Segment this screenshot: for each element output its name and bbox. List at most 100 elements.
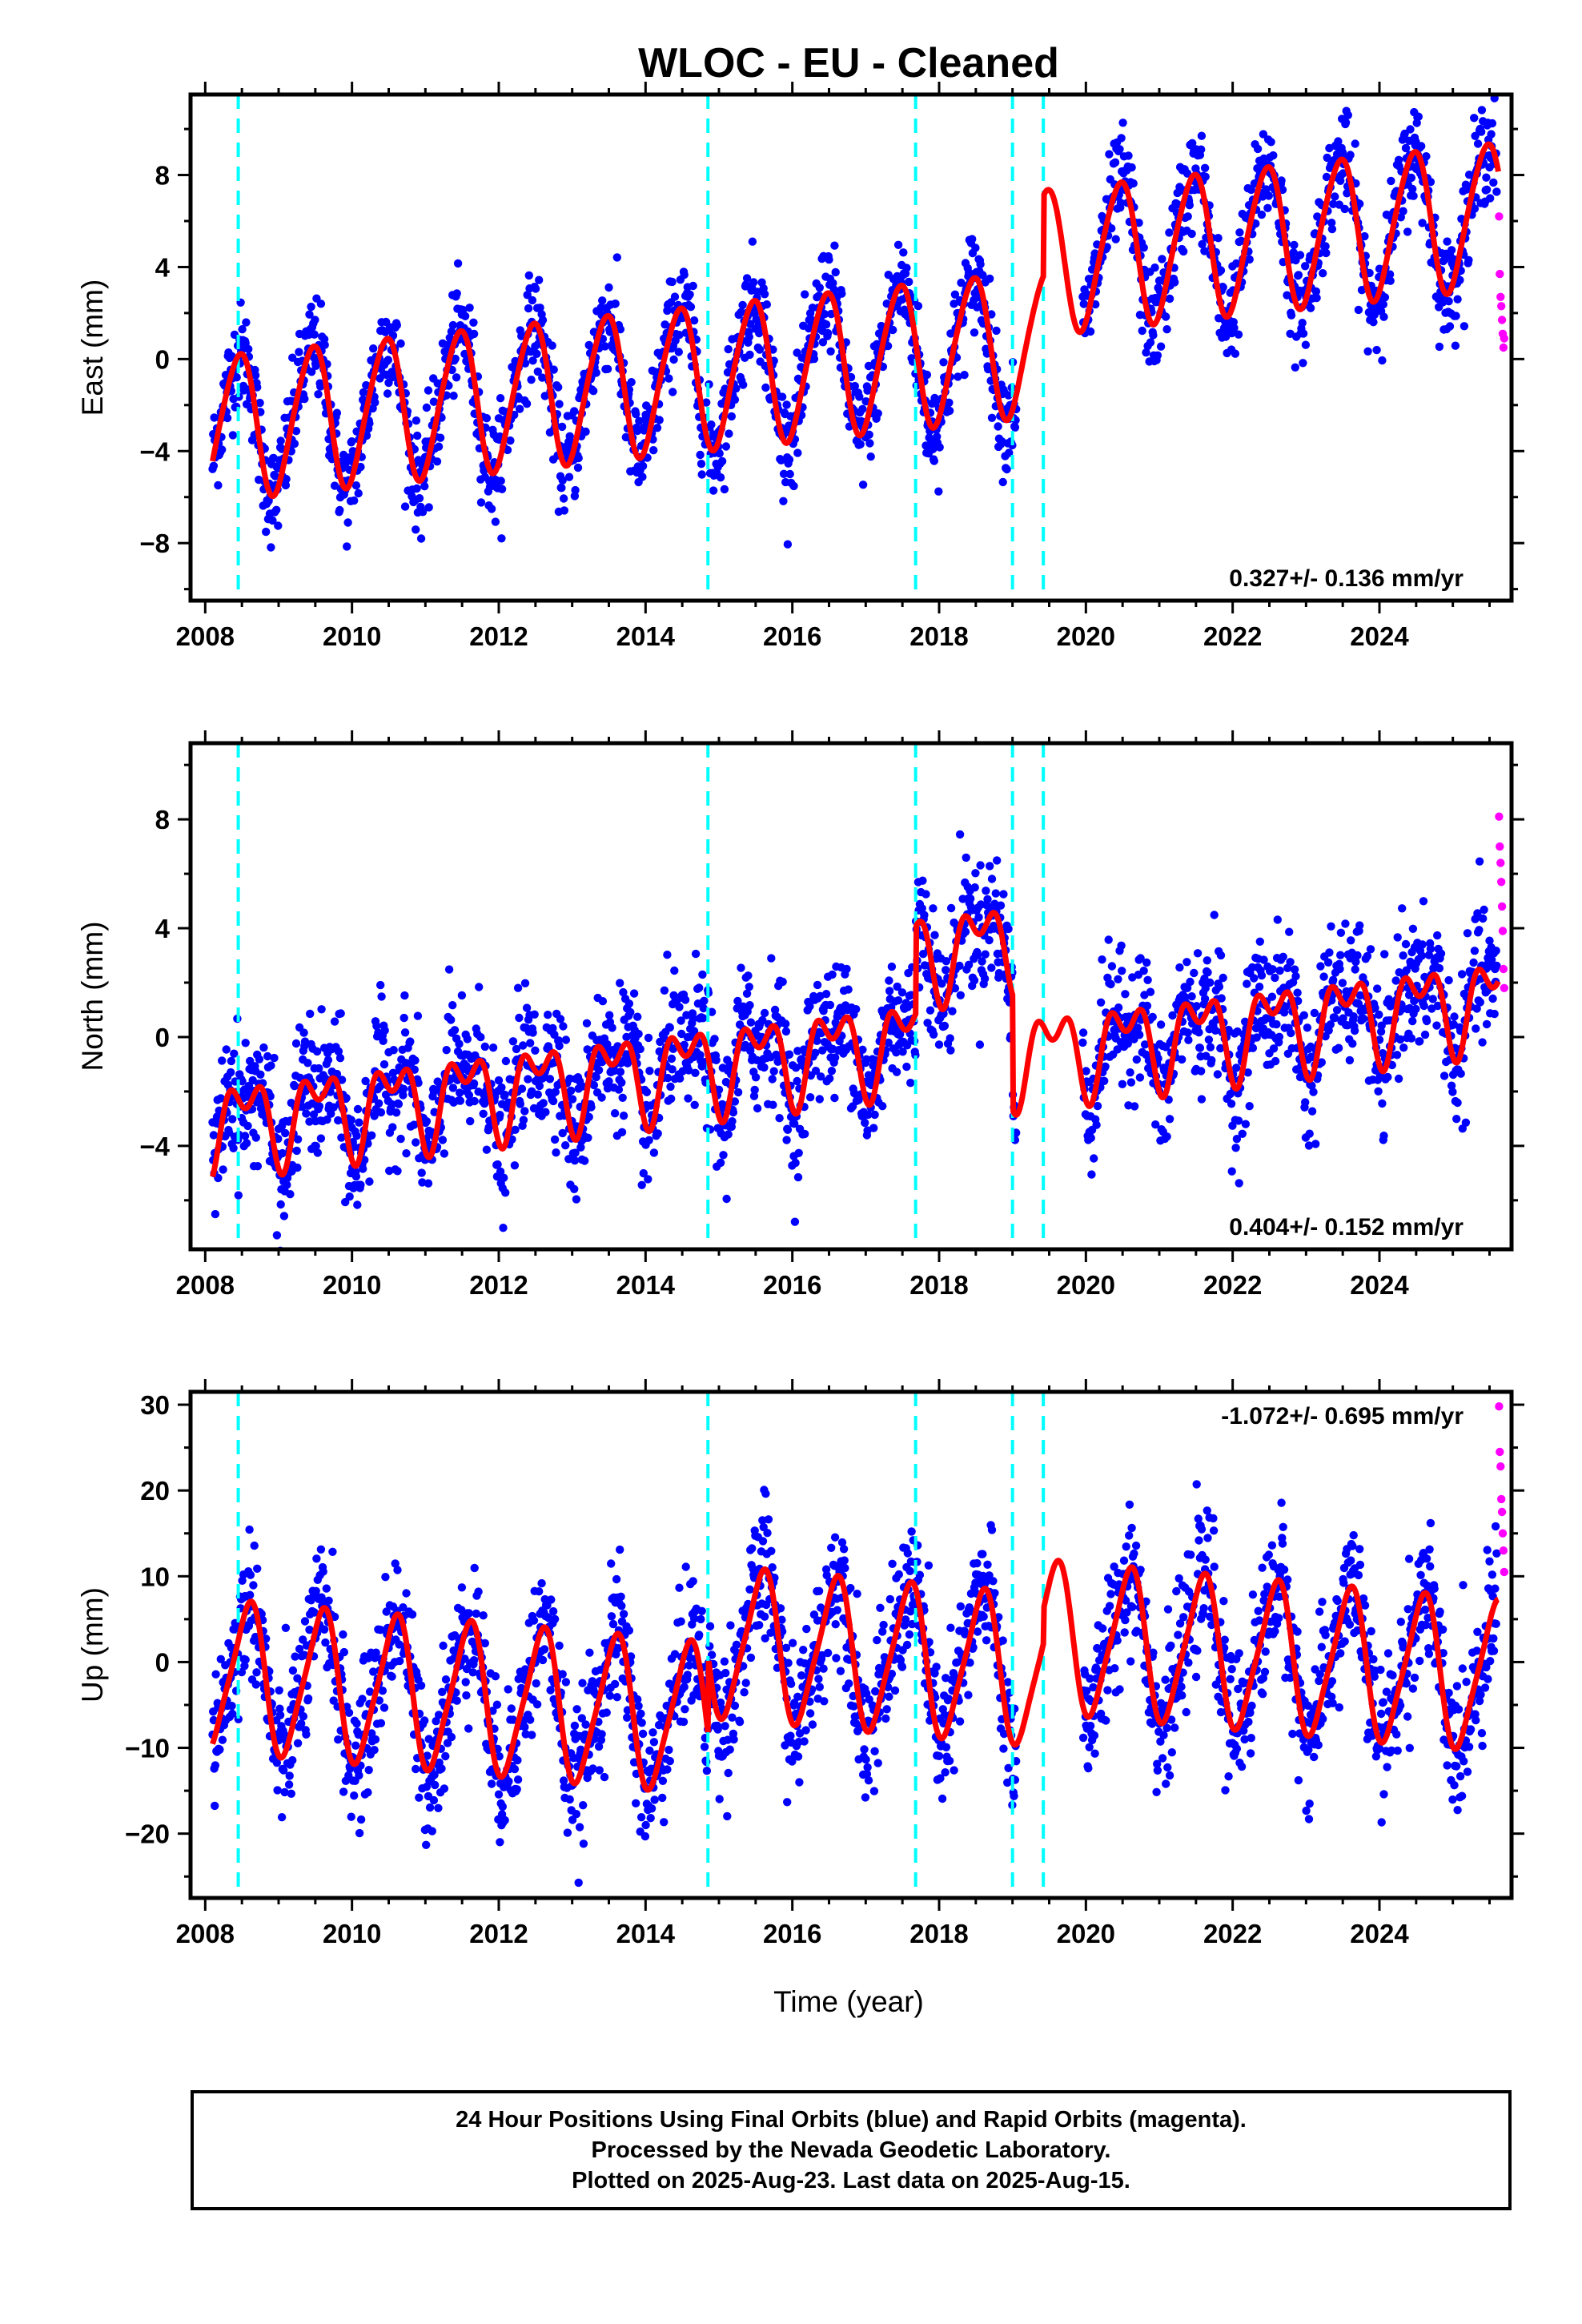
north-final-point [981, 950, 990, 959]
east-final-point [314, 390, 323, 399]
east-final-point [1482, 173, 1491, 182]
north-final-point [479, 1109, 488, 1119]
up-final-point [334, 1735, 343, 1744]
east-final-point [1216, 266, 1226, 275]
north-final-point [730, 1097, 740, 1106]
east-x-tick-label: 2012 [469, 621, 528, 651]
east-final-point [873, 409, 882, 418]
east-final-point [218, 445, 227, 454]
north-final-point [463, 1035, 472, 1043]
north-final-point [983, 895, 992, 904]
north-final-point [629, 989, 639, 998]
east-final-point [1357, 286, 1367, 295]
east-final-point [598, 296, 607, 305]
north-final-point [864, 1110, 873, 1120]
north-final-point [556, 1015, 565, 1023]
north-x-tick-label: 2022 [1203, 1270, 1262, 1300]
east-final-point [564, 472, 574, 481]
north-final-point [496, 1167, 505, 1176]
north-final-point [393, 1167, 402, 1176]
north-final-point [1124, 1101, 1133, 1110]
east-final-point [1379, 300, 1388, 309]
north-rate-label: 0.404+/- 0.152 mm/yr [1229, 1214, 1464, 1240]
up-final-point [321, 1638, 330, 1647]
north-final-point [550, 1135, 560, 1144]
east-final-point [1418, 219, 1427, 227]
north-final-point [616, 979, 624, 987]
east-final-point [680, 270, 689, 279]
north-final-point [790, 1217, 800, 1226]
north-final-point [1378, 1099, 1387, 1108]
north-final-point [290, 1082, 299, 1091]
north-final-point [359, 1164, 367, 1173]
east-final-point [412, 525, 420, 534]
east-final-point [420, 482, 429, 491]
north-final-point [714, 1085, 724, 1095]
north-final-point [227, 1056, 236, 1066]
up-final-point [288, 1755, 297, 1765]
north-final-point [869, 1124, 878, 1132]
east-final-point [1323, 153, 1331, 163]
north-final-point [1444, 975, 1453, 985]
north-final-point [1453, 1098, 1462, 1108]
east-final-point [1456, 275, 1464, 284]
north-final-point [1118, 1080, 1127, 1089]
east-final-point [1245, 255, 1254, 264]
north-final-point [1211, 1026, 1220, 1035]
north-final-point [1197, 1095, 1207, 1104]
north-final-point [793, 1076, 801, 1086]
north-final-point [781, 1019, 790, 1028]
east-final-point [939, 358, 948, 367]
north-final-point [733, 996, 742, 1006]
east-final-point [424, 386, 433, 395]
north-final-point [892, 1048, 901, 1057]
east-final-point [632, 409, 640, 419]
up-final-point [249, 1581, 258, 1590]
north-final-point [565, 1074, 574, 1084]
north-final-point [644, 1033, 653, 1043]
up-final-point [365, 1687, 375, 1696]
up-final-point [371, 1648, 380, 1657]
up-final-point [440, 1784, 449, 1793]
north-final-point [1408, 924, 1418, 934]
north-final-point [893, 982, 901, 991]
east-final-point [528, 296, 537, 305]
north-final-point [964, 960, 974, 970]
north-final-point [1479, 914, 1488, 923]
north-final-point [948, 1007, 957, 1015]
east-final-point [214, 480, 223, 490]
north-final-point [337, 1076, 347, 1084]
north-final-point [377, 992, 386, 1001]
up-final-point [293, 1739, 303, 1747]
north-final-point [263, 1051, 272, 1061]
north-final-point [351, 1172, 361, 1181]
east-final-point [307, 302, 315, 312]
up-final-point [393, 1566, 402, 1574]
up-final-point [434, 1711, 444, 1719]
up-final-point [472, 1609, 480, 1618]
north-final-point [305, 1117, 314, 1126]
up-final-point [347, 1812, 355, 1821]
north-final-point [578, 1082, 587, 1091]
north-final-point [1476, 998, 1485, 1007]
east-final-point [524, 271, 533, 280]
east-x-tick-label: 2014 [616, 621, 676, 651]
north-final-point [645, 1067, 654, 1076]
north-final-point [918, 876, 927, 885]
north-final-point [1132, 1055, 1142, 1064]
north-final-point [561, 1035, 571, 1044]
east-final-point [1414, 112, 1423, 121]
north-final-point [1488, 994, 1497, 1003]
north-final-point [361, 1076, 370, 1086]
north-final-point [1227, 1167, 1236, 1176]
north-final-point [821, 990, 831, 999]
north-final-point [1114, 975, 1122, 984]
north-final-point [858, 1045, 867, 1055]
north-model-curve [210, 910, 1501, 1178]
north-final-point [775, 1114, 784, 1123]
north-final-point [292, 1146, 301, 1156]
north-final-point [980, 974, 990, 983]
up-final-point [396, 1656, 404, 1666]
north-final-point [667, 1054, 677, 1063]
east-final-point [558, 476, 567, 485]
